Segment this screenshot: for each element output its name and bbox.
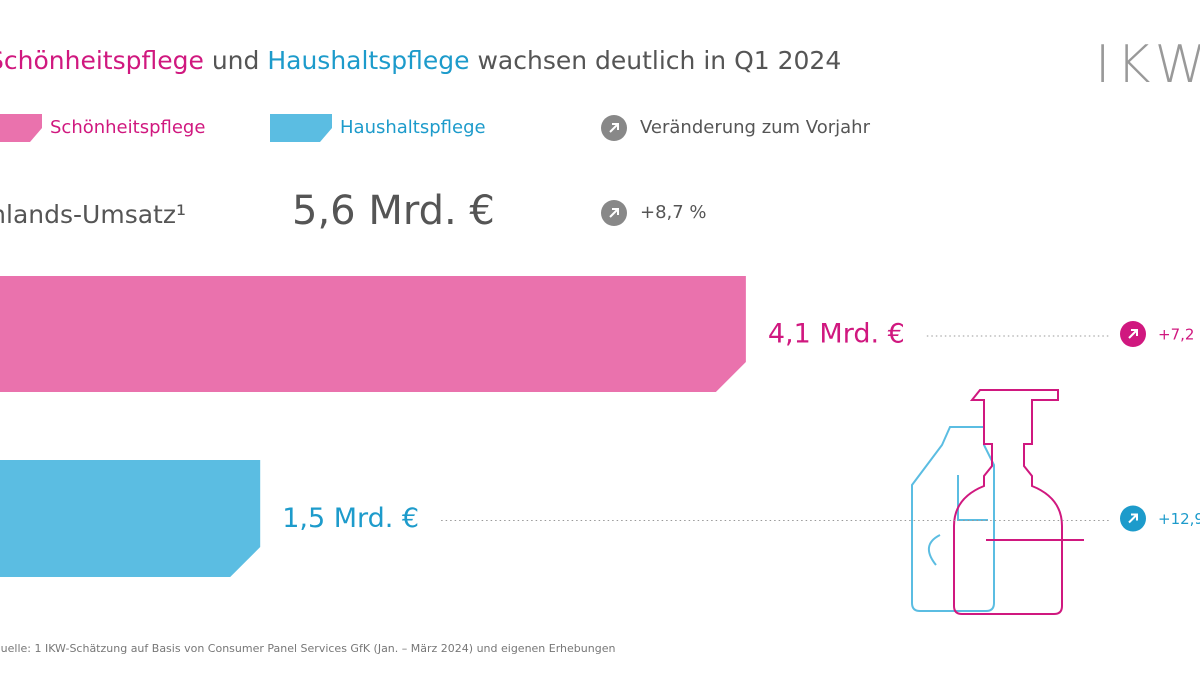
legend-swatch bbox=[270, 114, 332, 142]
change-badge bbox=[1120, 505, 1146, 532]
chart-title: Schönheitspflege und Haushaltspflege wac… bbox=[0, 46, 841, 75]
bar bbox=[0, 276, 746, 392]
bottle-illustration bbox=[911, 389, 1084, 615]
change-badge bbox=[601, 200, 627, 226]
total-value: 5,6 Mrd. € bbox=[292, 188, 495, 234]
change-badge bbox=[1120, 321, 1146, 347]
legend-label: Schönheitspflege bbox=[50, 117, 205, 138]
legend-label: Haushaltspflege bbox=[340, 117, 486, 138]
title-part: und bbox=[212, 46, 260, 75]
title-part: Haushaltspflege bbox=[267, 46, 469, 75]
total-change: +8,7 % bbox=[640, 202, 707, 223]
total-label: Inlands-Umsatz¹ bbox=[0, 200, 186, 229]
badge-arrow bbox=[1128, 513, 1138, 524]
legend-label: Veränderung zum Vorjahr bbox=[640, 117, 871, 138]
legend-swatch bbox=[0, 114, 42, 142]
logo: IKW bbox=[1095, 35, 1200, 95]
bar bbox=[0, 460, 261, 577]
change-label: +12,9 % bbox=[1158, 510, 1200, 528]
title-part: Schönheitspflege bbox=[0, 46, 204, 75]
change-badge bbox=[601, 115, 627, 141]
change-label: +7,2 % bbox=[1158, 326, 1200, 344]
value-label: 1,5 Mrd. € bbox=[282, 503, 419, 534]
badge-arrow bbox=[609, 123, 619, 133]
value-label: 4,1 Mrd. € bbox=[768, 319, 905, 350]
badge-arrow bbox=[609, 208, 619, 218]
title-part: wachsen deutlich in Q1 2024 bbox=[477, 46, 841, 75]
footnote: Quelle: 1 IKW-Schätzung auf Basis von Co… bbox=[0, 642, 615, 655]
badge-arrow bbox=[1128, 329, 1138, 339]
